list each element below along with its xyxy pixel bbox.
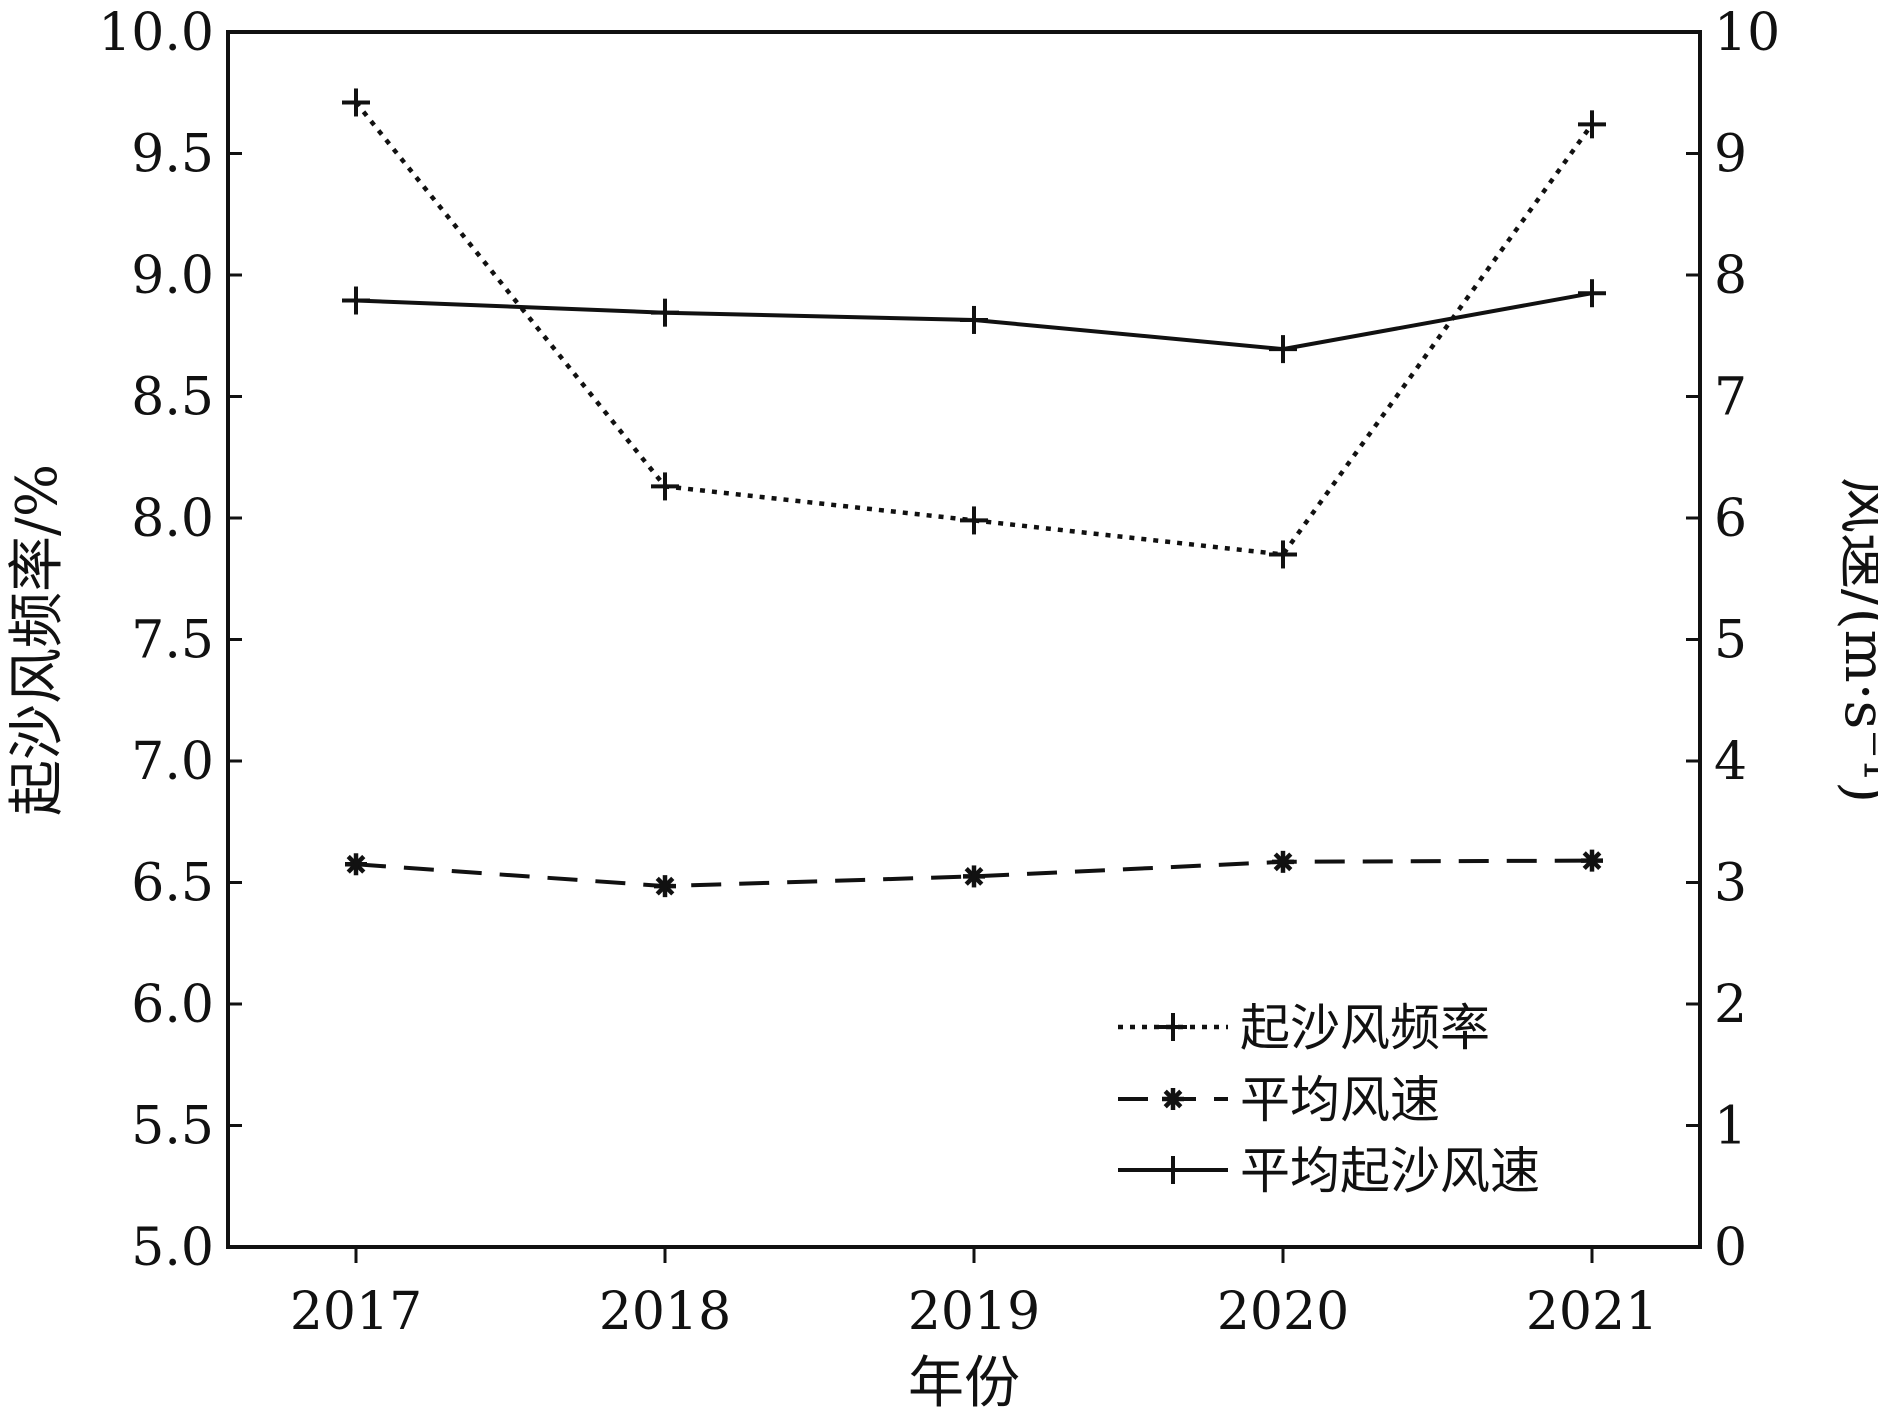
legend-item: 平均起沙风速 (1118, 1142, 1540, 1200)
data-point (1272, 850, 1294, 873)
data-point (342, 286, 370, 315)
legend-item: 起沙风频率 (1118, 999, 1490, 1057)
series-1 (342, 88, 1606, 569)
left-axis-title: 起沙风频率/% (5, 464, 70, 816)
right-tick-label: 3 (1714, 854, 1747, 914)
right-tick-label: 4 (1714, 732, 1747, 792)
x-tick-label: 2020 (1217, 1282, 1349, 1342)
left-tick-label: 9.0 (131, 246, 214, 306)
x-axis-title: 年份 (908, 1351, 1020, 1416)
data-point (1269, 335, 1297, 364)
left-tick-label: 5.5 (131, 1097, 214, 1157)
data-point (651, 472, 679, 501)
x-axis: 2017 2018 2019 2020 2021 (290, 1247, 1658, 1342)
data-point (963, 865, 985, 888)
right-tick-label: 9 (1714, 125, 1747, 185)
series-line (355, 858, 1593, 889)
legend-label: 平均起沙风速 (1240, 1142, 1540, 1200)
data-point (1269, 540, 1297, 569)
series-layer (342, 88, 1606, 898)
left-tick-label: 5.0 (131, 1218, 214, 1278)
legend-label: 平均风速 (1240, 1071, 1440, 1129)
right-tick-label: 6 (1714, 489, 1747, 549)
data-point (342, 88, 370, 117)
legend-label: 起沙风频率 (1240, 999, 1490, 1057)
left-tick-label: 7.0 (131, 732, 214, 792)
asterisk-marker-stroke (655, 876, 675, 896)
right-tick-label: 2 (1714, 975, 1747, 1035)
right-tick-label: 0 (1714, 1218, 1747, 1278)
right-tick-label: 1 (1714, 1097, 1747, 1157)
right-axis: 0 1 2 3 4 5 6 7 8 9 10 (1686, 3, 1780, 1278)
series-3 (342, 279, 1606, 364)
x-tick-label: 2021 (1526, 1282, 1658, 1342)
left-tick-label: 6.0 (131, 975, 214, 1035)
left-tick-label: 7.5 (131, 611, 214, 671)
series-2 (345, 849, 1603, 898)
right-axis-title: 风速/(m·s⁻¹) (1832, 477, 1878, 803)
right-tick-label: 7 (1714, 368, 1747, 428)
data-point (960, 305, 988, 334)
left-tick-label: 8.5 (131, 368, 214, 428)
x-tick-label: 2018 (599, 1282, 731, 1342)
left-tick-label: 10.0 (98, 3, 214, 63)
asterisk-marker-stroke (1582, 851, 1602, 870)
data-point (651, 298, 679, 327)
data-point (1578, 110, 1606, 139)
x-tick-label: 2019 (908, 1282, 1040, 1342)
left-tick-label: 6.5 (131, 854, 214, 914)
right-tick-label: 10 (1714, 3, 1780, 63)
asterisk-marker-stroke (964, 867, 984, 886)
asterisk-marker-stroke (1163, 1089, 1183, 1109)
data-point (345, 853, 367, 876)
left-tick-label: 8.0 (131, 489, 214, 549)
right-tick-label: 8 (1714, 246, 1747, 306)
x-tick-label: 2017 (290, 1282, 422, 1342)
left-axis: 5.0 5.5 6.0 6.5 7.0 7.5 8.0 8.5 9.0 9.5 10.0 (98, 3, 242, 1278)
asterisk-marker-stroke (1273, 852, 1293, 872)
legend-item: 平均风速 (1118, 1071, 1440, 1129)
data-point (960, 506, 988, 535)
asterisk-marker-stroke (346, 854, 366, 874)
series-line (354, 101, 1594, 557)
data-point (1581, 849, 1603, 872)
right-tick-label: 5 (1714, 611, 1747, 671)
data-point (654, 875, 676, 898)
data-point (1578, 279, 1606, 308)
left-tick-label: 9.5 (131, 125, 214, 185)
